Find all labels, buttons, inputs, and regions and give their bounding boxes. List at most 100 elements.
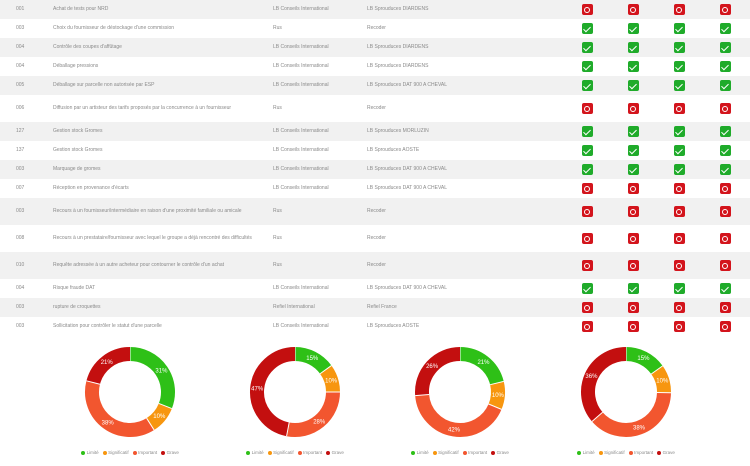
- check-icon[interactable]: [719, 145, 731, 156]
- check-icon[interactable]: [673, 283, 685, 294]
- donut-slice[interactable]: [625, 347, 663, 375]
- refresh-icon[interactable]: [719, 302, 731, 313]
- table-row[interactable]: 010 Requête adressée à un autre acheteur …: [0, 252, 750, 279]
- table-row[interactable]: 006 Diffusion par un artisteur des tarifs…: [0, 95, 750, 122]
- legend-item[interactable]: Important: [462, 450, 487, 455]
- legend-item[interactable]: Significatif: [432, 450, 459, 455]
- check-icon[interactable]: [581, 164, 593, 175]
- refresh-icon[interactable]: [627, 183, 639, 194]
- check-icon[interactable]: [581, 80, 593, 91]
- refresh-icon[interactable]: [673, 206, 685, 217]
- refresh-icon[interactable]: [719, 4, 731, 15]
- refresh-icon[interactable]: [673, 233, 685, 244]
- check-icon[interactable]: [581, 145, 593, 156]
- check-icon[interactable]: [673, 126, 685, 137]
- refresh-icon[interactable]: [581, 233, 593, 244]
- table-row[interactable]: 004 Déballage pressions LB Conseils Intern…: [0, 57, 750, 76]
- refresh-icon[interactable]: [627, 260, 639, 271]
- check-icon[interactable]: [673, 145, 685, 156]
- refresh-icon[interactable]: [719, 103, 731, 114]
- refresh-icon[interactable]: [673, 260, 685, 271]
- refresh-icon[interactable]: [581, 103, 593, 114]
- table-row[interactable]: 007 Réception en provenance d'écarts LB Co…: [0, 179, 750, 198]
- donut-slice[interactable]: [319, 365, 340, 393]
- table-row[interactable]: 003 Sollicitation pour contrôler le statu…: [0, 317, 750, 336]
- table-row[interactable]: 003 Marquage de gromes LB Conseils Interna…: [0, 160, 750, 179]
- donut-slice[interactable]: [651, 365, 671, 393]
- refresh-icon[interactable]: [673, 302, 685, 313]
- table-row[interactable]: 003 Recours à un fournisseur/intermédiair…: [0, 198, 750, 225]
- donut-slice[interactable]: [146, 403, 172, 430]
- donut-slice[interactable]: [591, 392, 671, 437]
- legend-item[interactable]: Significatif: [598, 450, 625, 455]
- table-row[interactable]: 004 Contrôle des coupes d'affûtage LB Cons…: [0, 38, 750, 57]
- legend-item[interactable]: Limité: [577, 450, 595, 455]
- legend-item[interactable]: Important: [628, 450, 653, 455]
- donut-slice[interactable]: [415, 347, 461, 396]
- refresh-icon[interactable]: [627, 233, 639, 244]
- check-icon[interactable]: [581, 283, 593, 294]
- check-icon[interactable]: [627, 145, 639, 156]
- legend-item[interactable]: Significatif: [267, 450, 294, 455]
- refresh-icon[interactable]: [719, 321, 731, 332]
- check-icon[interactable]: [581, 126, 593, 137]
- refresh-icon[interactable]: [719, 260, 731, 271]
- legend-item[interactable]: Grave: [326, 450, 344, 455]
- refresh-icon[interactable]: [627, 4, 639, 15]
- donut-slice[interactable]: [488, 381, 505, 410]
- table-row[interactable]: 005 Déballage sur parcelle non autorisée …: [0, 76, 750, 95]
- refresh-icon[interactable]: [581, 206, 593, 217]
- donut-slice[interactable]: [250, 347, 296, 437]
- donut-slice[interactable]: [86, 347, 131, 385]
- donut-slice[interactable]: [459, 347, 504, 386]
- donut-slice[interactable]: [294, 347, 332, 375]
- donut-slice[interactable]: [581, 347, 627, 422]
- refresh-icon[interactable]: [627, 321, 639, 332]
- check-icon[interactable]: [673, 80, 685, 91]
- check-icon[interactable]: [719, 164, 731, 175]
- check-icon[interactable]: [673, 42, 685, 53]
- table-row[interactable]: 001 Achat de tests pour NRD LB Conseils In…: [0, 0, 750, 19]
- legend-item[interactable]: Significatif: [102, 450, 129, 455]
- check-icon[interactable]: [719, 283, 731, 294]
- refresh-icon[interactable]: [627, 302, 639, 313]
- refresh-icon[interactable]: [719, 183, 731, 194]
- legend-item[interactable]: Important: [297, 450, 322, 455]
- check-icon[interactable]: [627, 61, 639, 72]
- table-row[interactable]: 137 Gestion stock Gromes LB Conseils Inter…: [0, 141, 750, 160]
- check-icon[interactable]: [581, 61, 593, 72]
- check-icon[interactable]: [581, 23, 593, 34]
- check-icon[interactable]: [719, 61, 731, 72]
- check-icon[interactable]: [673, 61, 685, 72]
- legend-item[interactable]: Important: [132, 450, 157, 455]
- table-row[interactable]: 008 Recours à un prestataire/fournisseur …: [0, 225, 750, 252]
- table-row[interactable]: 003 rupture de croquettes Refiel Internati…: [0, 298, 750, 317]
- refresh-icon[interactable]: [581, 260, 593, 271]
- refresh-icon[interactable]: [581, 302, 593, 313]
- refresh-icon[interactable]: [627, 206, 639, 217]
- check-icon[interactable]: [627, 164, 639, 175]
- table-row[interactable]: 003 Choix du fournisseur de déstockage d'…: [0, 19, 750, 38]
- check-icon[interactable]: [719, 126, 731, 137]
- check-icon[interactable]: [719, 42, 731, 53]
- check-icon[interactable]: [627, 283, 639, 294]
- legend-item[interactable]: Limité: [246, 450, 264, 455]
- check-icon[interactable]: [673, 164, 685, 175]
- check-icon[interactable]: [627, 126, 639, 137]
- legend-item[interactable]: Grave: [491, 450, 509, 455]
- legend-item[interactable]: Grave: [657, 450, 675, 455]
- refresh-icon[interactable]: [719, 206, 731, 217]
- check-icon[interactable]: [719, 80, 731, 91]
- refresh-icon[interactable]: [673, 183, 685, 194]
- refresh-icon[interactable]: [627, 103, 639, 114]
- refresh-icon[interactable]: [581, 4, 593, 15]
- refresh-icon[interactable]: [673, 321, 685, 332]
- refresh-icon[interactable]: [581, 183, 593, 194]
- table-row[interactable]: 004 Risque fraude DAT LB Conseils Internat…: [0, 279, 750, 298]
- refresh-icon[interactable]: [719, 233, 731, 244]
- refresh-icon[interactable]: [673, 4, 685, 15]
- table-row[interactable]: 127 Gestion stock Gromes LB Conseils Inter…: [0, 122, 750, 141]
- check-icon[interactable]: [581, 42, 593, 53]
- check-icon[interactable]: [719, 23, 731, 34]
- check-icon[interactable]: [627, 23, 639, 34]
